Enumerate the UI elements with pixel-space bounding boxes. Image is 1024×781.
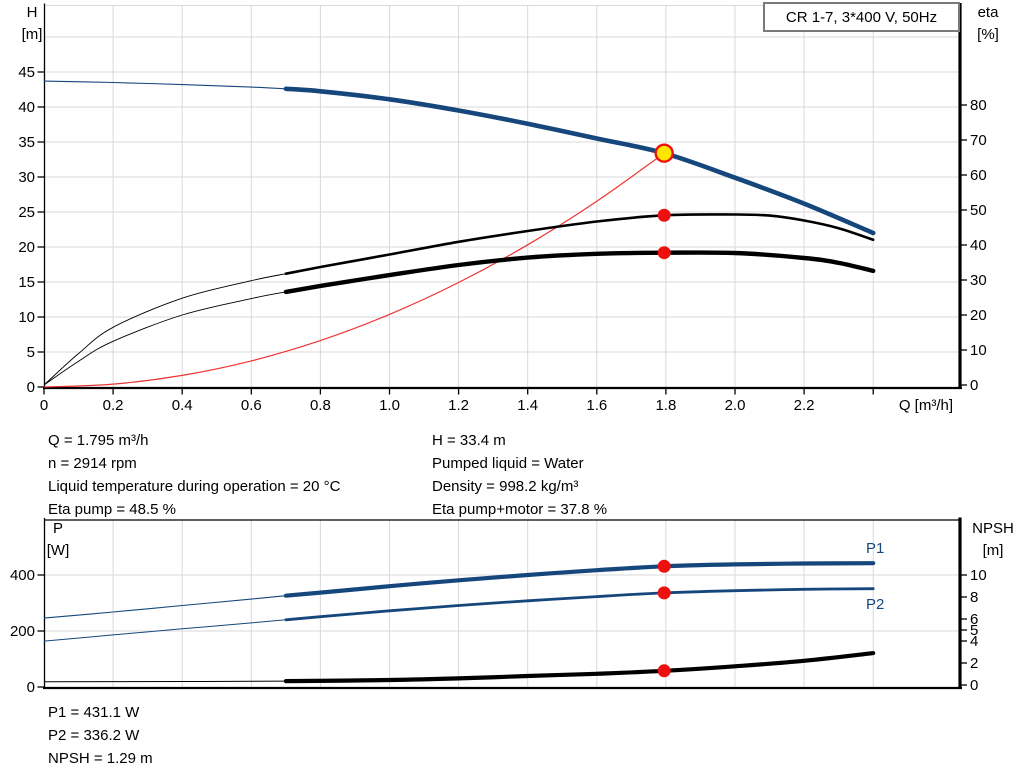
- eta-tick-label: 40: [970, 237, 987, 254]
- eta-pump-curve-thin: [43, 273, 286, 386]
- q-tick-label: 0.6: [241, 397, 262, 414]
- npsh-tick-label: 5: [970, 622, 978, 639]
- eta-tick-label: 60: [970, 167, 987, 184]
- p1-curve: [283, 561, 876, 598]
- h-tick-label: 0: [27, 379, 35, 396]
- info-head-value: H = 33.4 m: [432, 432, 506, 449]
- npsh-axis-label-symbol: NPSH: [972, 520, 1014, 537]
- npsh-tick-label: 4: [970, 633, 978, 650]
- eta-pump-motor-curve: [283, 250, 876, 295]
- eta-tick-label: 30: [970, 272, 987, 289]
- h-tick-label: 35: [18, 134, 35, 151]
- npsh-axis-label: NPSH [m]: [964, 518, 1022, 562]
- p-tick-label: 0: [27, 679, 35, 696]
- q-tick-label: 1.0: [379, 397, 400, 414]
- eta-tick-label: 0: [970, 377, 978, 394]
- h-tick-label: 25: [18, 204, 35, 221]
- h-tick-label: 30: [18, 169, 35, 186]
- npsh-tick-label: 0: [970, 677, 978, 694]
- eta-axis-label: eta [%]: [966, 2, 1010, 46]
- npsh-axis-label-unit: [m]: [982, 542, 1004, 559]
- q-tick-label: 0.4: [172, 397, 193, 414]
- p-tick-label: 200: [10, 623, 35, 640]
- info-liquid-temperature: Liquid temperature during operation = 20…: [48, 478, 341, 495]
- h-tick-label: 20: [18, 239, 35, 256]
- p2-curve-thin: [43, 619, 286, 642]
- npsh-tick-label: 2: [970, 655, 978, 672]
- info-eta-pump: Eta pump = 48.5 %: [48, 501, 176, 518]
- eta-tick-label: 50: [970, 202, 987, 219]
- q-tick-label: 0.2: [103, 397, 124, 414]
- h-axis-label-unit: [m]: [21, 26, 43, 43]
- npsh-tick-label: 10: [970, 567, 987, 584]
- q-tick-label: 1.8: [655, 397, 676, 414]
- eta-tick-label: 10: [970, 342, 987, 359]
- h-tick-label: 5: [27, 344, 35, 361]
- q-tick-label: 1.4: [517, 397, 538, 414]
- info-density: Density = 998.2 kg/m³: [432, 478, 579, 495]
- p1-series-label: P1: [866, 540, 885, 557]
- q-tick-label: 0.8: [310, 397, 331, 414]
- h-axis-label-symbol: H: [26, 4, 38, 21]
- npsh-curve: [283, 651, 876, 684]
- pump-title-box: CR 1-7, 3*400 V, 50Hz: [763, 2, 960, 32]
- h-tick-label: 40: [18, 99, 35, 116]
- h-tick-label: 45: [18, 64, 35, 81]
- npsh-duty-dot: [657, 664, 671, 678]
- p1-duty-dot: [657, 559, 671, 573]
- eta-tick-label: 80: [970, 97, 987, 114]
- result-npsh: NPSH = 1.29 m: [48, 750, 153, 767]
- npsh-tick-label: 8: [970, 589, 978, 606]
- q-tick-label: 0: [40, 397, 48, 414]
- info-speed-value: n = 2914 rpm: [48, 455, 137, 472]
- info-eta-pump-motor: Eta pump+motor = 37.8 %: [432, 501, 608, 518]
- pump-curve-thin: [43, 80, 286, 90]
- eta-axis-label-unit: [%]: [977, 26, 999, 43]
- result-p2: P2 = 336.2 W: [48, 727, 140, 744]
- result-p1: P1 = 431.1 W: [48, 704, 140, 721]
- npsh-tick-label: 6: [970, 611, 978, 628]
- p-axis-label-unit: [W]: [46, 542, 70, 559]
- pump-curve: [283, 86, 876, 236]
- eta-pump-duty-dot: [657, 208, 671, 222]
- p1-curve-thin: [43, 595, 286, 619]
- eta-pump-curve: [284, 213, 875, 275]
- eta-pump-motor-curve-thin: [43, 291, 286, 386]
- p-axis-label: P [W]: [40, 518, 76, 562]
- info-q-value: Q = 1.795 m³/h: [48, 432, 149, 449]
- p2-series-label: P2: [866, 596, 885, 613]
- duty-info-left-column: Q = 1.795 m³/h n = 2914 rpm Liquid tempe…: [48, 429, 340, 521]
- results-panel: P1 = 431.1 W P2 = 336.2 W NPSH = 1.29 m: [48, 701, 153, 770]
- q-tick-label: 2.2: [794, 397, 815, 414]
- duty-info-right-column: H = 33.4 m Pumped liquid = Water Density…: [432, 429, 607, 521]
- q-tick-label: 1.2: [448, 397, 469, 414]
- pump-title-text: CR 1-7, 3*400 V, 50Hz: [785, 8, 938, 26]
- h-tick-label: 15: [18, 274, 35, 291]
- operating-point[interactable]: [654, 143, 674, 163]
- q-tick-label: 1.6: [586, 397, 607, 414]
- h-axis-label: H [m]: [14, 2, 50, 46]
- p2-curve: [284, 587, 875, 622]
- p-tick-label: 400: [10, 567, 35, 584]
- eta-axis-label-symbol: eta: [977, 4, 999, 21]
- eta-tick-label: 70: [970, 132, 987, 149]
- p2-duty-dot: [657, 586, 671, 600]
- h-tick-label: 10: [18, 309, 35, 326]
- q-tick-label: 2.0: [725, 397, 746, 414]
- q-axis-unit-label: Q [m³/h]: [899, 397, 953, 414]
- npsh-curve-thin: [43, 680, 286, 683]
- eta-tick-label: 20: [970, 307, 987, 324]
- p-axis-label-symbol: P: [52, 520, 63, 537]
- info-pumped-liquid: Pumped liquid = Water: [432, 455, 584, 472]
- system-curve: [43, 152, 665, 388]
- eta-pump-motor-duty-dot: [657, 246, 671, 260]
